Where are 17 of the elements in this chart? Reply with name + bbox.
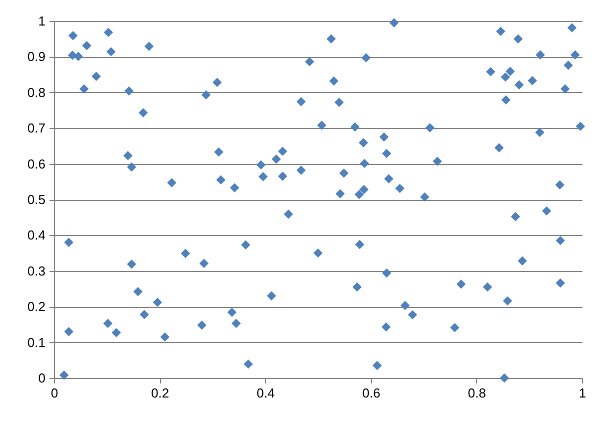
y-tick-label: 0.2 <box>27 299 46 314</box>
x-tick-label: 0.6 <box>362 386 380 400</box>
y-tick-label: 0.7 <box>27 120 46 136</box>
x-tick-label: 1 <box>578 386 586 400</box>
x-tick-label: 0.4 <box>256 386 275 400</box>
y-tick-label: 0.9 <box>27 49 46 64</box>
y-tick-label: 0.8 <box>27 84 46 100</box>
x-tick-label: 0.8 <box>468 386 486 400</box>
y-tick-label: 0.1 <box>27 334 46 350</box>
x-tick-label: 0.2 <box>151 386 170 400</box>
x-tick-label: 0 <box>50 386 58 400</box>
y-tick-label: 1 <box>38 14 46 28</box>
y-tick-label: 0.6 <box>27 156 46 172</box>
y-tick-label: 0.3 <box>27 263 46 278</box>
y-tick-label: 0 <box>38 370 46 386</box>
y-tick-label: 0.5 <box>27 192 46 207</box>
y-tick-label: 0.4 <box>27 228 46 243</box>
